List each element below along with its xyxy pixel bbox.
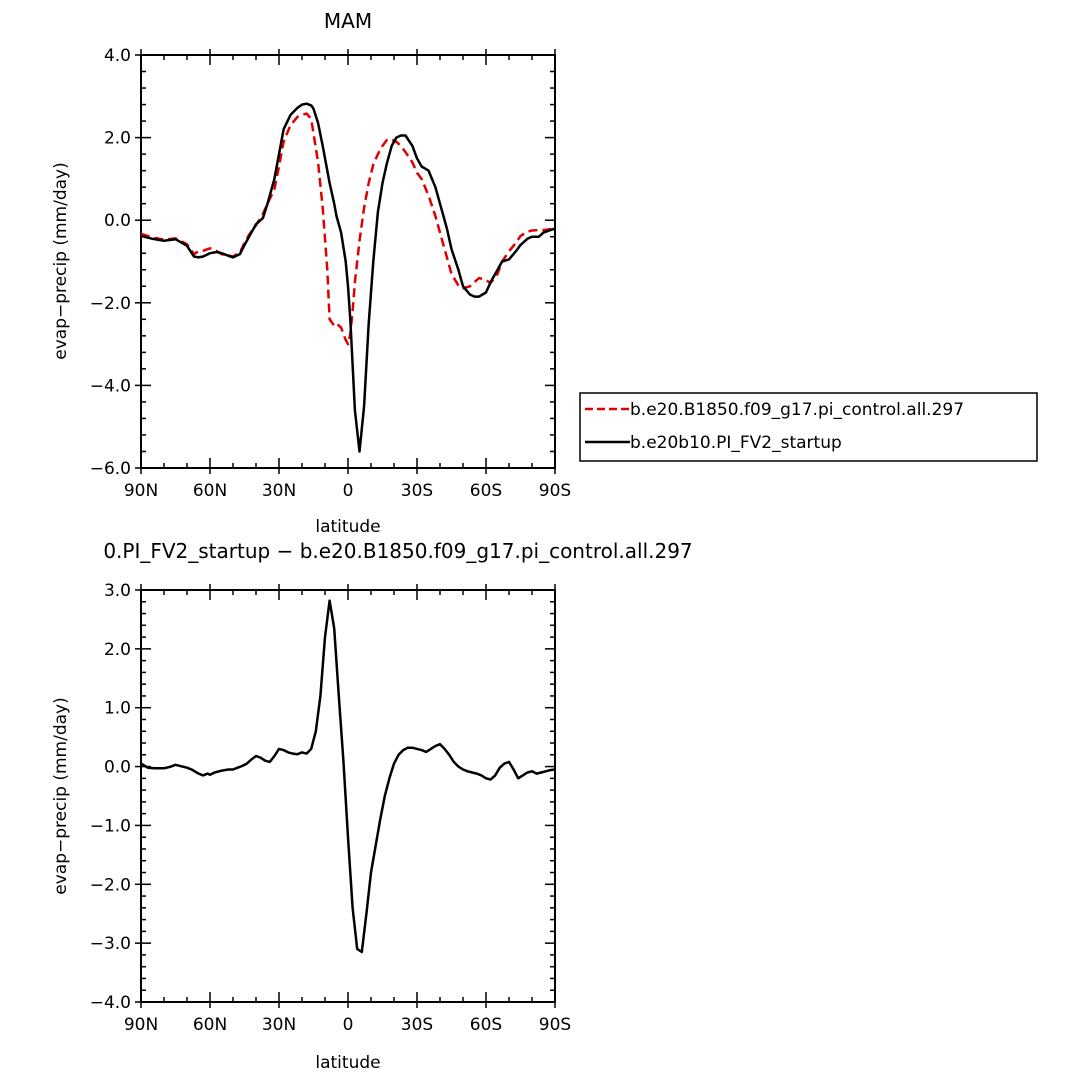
top-y-tick-label: 2.0 [104,129,131,149]
bottom-y-tick-label: −3.0 [90,934,131,954]
bottom-x-tick-label: 0 [343,1015,354,1035]
bottom-chart: 0.PI_FV2_startup − b.e20.B1850.f09_g17.p… [51,539,693,1073]
top-x-tick-label: 60N [193,481,227,501]
bottom-x-axis-label: latitude [315,1053,380,1073]
bottom-series-line-0 [140,599,556,954]
bottom-x-tick-label: 90S [539,1015,571,1035]
legend-label-startup: b.e20b10.PI_FV2_startup [630,433,842,453]
bottom-y-tick-label: −4.0 [90,993,131,1013]
top-series-line-0 [140,112,556,346]
top-series-line-1 [140,102,556,453]
bottom-y-axis-label: evap−precip (mm/day) [51,697,71,894]
bottom-x-tick-label: 30S [401,1015,433,1035]
top-plot-frame [140,54,556,469]
bottom-x-tick-label: 30N [262,1015,296,1035]
top-y-tick-label: −4.0 [90,376,131,396]
bottom-y-tick-label: 3.0 [104,581,131,601]
top-x-axis-label: latitude [315,517,380,537]
top-y-tick-label: −2.0 [90,294,131,314]
bottom-y-tick-label: 2.0 [104,640,131,660]
legend-label-control: b.e20.B1850.f09_g17.pi_control.all.297 [630,400,964,420]
top-y-tick-label: 0.0 [104,211,131,231]
bottom-y-tick-label: −1.0 [90,816,131,836]
top-x-tick-label: 90N [124,481,158,501]
legend: b.e20.B1850.f09_g17.pi_control.all.297 b… [579,392,1038,462]
top-y-axis-label: evap−precip (mm/day) [51,162,71,359]
legend-box [579,392,1038,462]
top-x-tick-label: 30N [262,481,296,501]
bottom-x-tick-label: 90N [124,1015,158,1035]
top-chart-title: MAM [324,9,372,33]
bottom-plot-frame [140,589,556,1003]
bottom-x-tick-label: 60N [193,1015,227,1035]
top-x-tick-label: 30S [401,481,433,501]
bottom-y-tick-label: 0.0 [104,758,131,778]
bottom-chart-title: 0.PI_FV2_startup − b.e20.B1850.f09_g17.p… [103,539,692,563]
bottom-y-tick-label: −2.0 [90,875,131,895]
bottom-y-tick-label: 1.0 [104,699,131,719]
top-y-tick-label: 4.0 [104,46,131,66]
top-y-tick-label: −6.0 [90,459,131,479]
top-chart: MAM 4.0 2.0 0.0 −2.0 −4.0 −6.0 90N 60N 30N 0 30S 6… [51,9,1038,537]
top-x-tick-label: 90S [539,481,571,501]
bottom-x-tick-label: 60S [470,1015,502,1035]
top-x-tick-label: 60S [470,481,502,501]
top-x-tick-label: 0 [343,481,354,501]
